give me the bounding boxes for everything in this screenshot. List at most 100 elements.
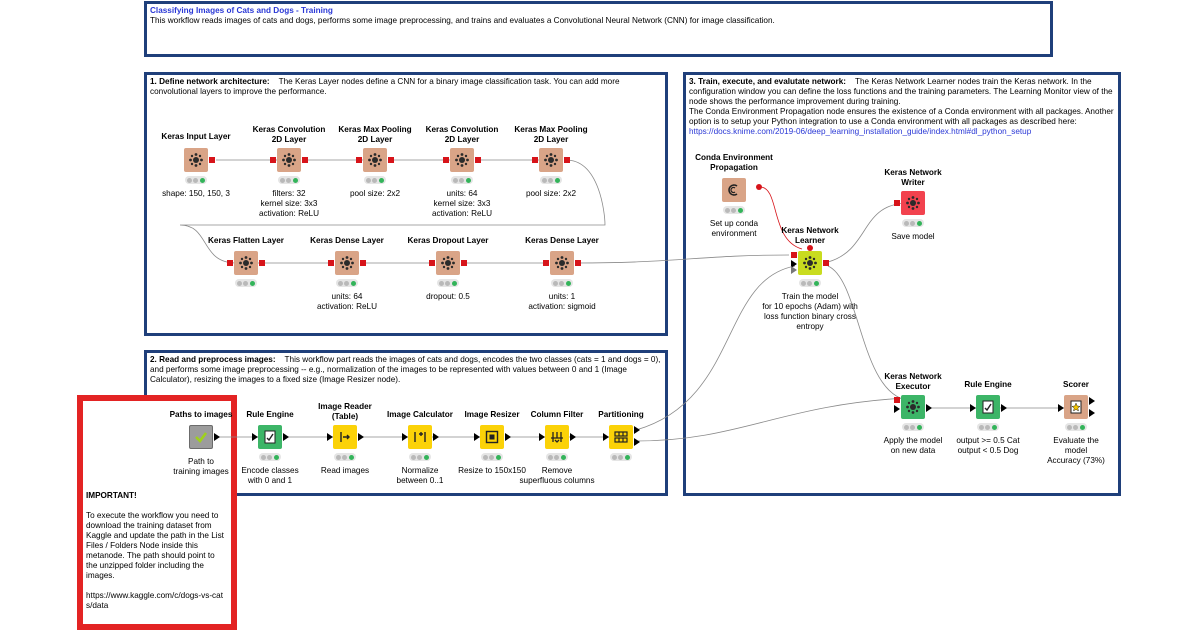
model-input-port[interactable]: [894, 397, 900, 403]
validation-data-input-port[interactable]: [791, 266, 797, 274]
section3-text2: The Conda Environment Propagation node e…: [689, 107, 1114, 126]
output-port[interactable]: [575, 260, 581, 266]
node-description: output >= 0.5 Cat output < 0.5 Dog: [956, 436, 1020, 455]
input-port[interactable]: [539, 433, 545, 441]
node-name: Keras Convolution 2D Layer: [252, 125, 326, 144]
output-port[interactable]: [214, 433, 220, 441]
output-port[interactable]: [505, 433, 511, 441]
node-name: Column Filter: [530, 410, 584, 419]
node-name: Conda Environment Propagation: [695, 153, 773, 172]
status-traffic-light: [278, 176, 300, 184]
input-port[interactable]: [328, 260, 334, 266]
conda-icon: [722, 178, 746, 202]
workflow-description: This workflow reads images of cats and d…: [150, 16, 775, 25]
node-description: Resize to 150x150: [458, 466, 526, 475]
keras-learner-icon: [798, 251, 822, 275]
important-url[interactable]: https://www.kaggle.com/c/dogs-vs-cats/da…: [86, 591, 223, 610]
output-port[interactable]: [926, 404, 932, 412]
node-description: units: 64 activation: ReLU: [316, 292, 378, 311]
node-name: Keras Network Learner: [781, 226, 839, 245]
output-port[interactable]: [564, 157, 570, 163]
status-traffic-light: [1065, 423, 1087, 431]
node-description: Train the model for 10 epochs (Adam) wit…: [762, 292, 858, 331]
node-name: Keras Dropout Layer: [407, 236, 489, 245]
output-port[interactable]: [209, 157, 215, 163]
rule-engine-icon: [258, 425, 282, 449]
section3-link[interactable]: https://docs.knime.com/2019-06/deep_lear…: [689, 127, 1032, 136]
input-port[interactable]: [532, 157, 538, 163]
input-port[interactable]: [970, 404, 976, 412]
flow-variable-input-port[interactable]: [807, 245, 813, 251]
input-port[interactable]: [227, 260, 233, 266]
wire-partition-executor: [635, 397, 907, 442]
node-name: Paths to images: [169, 410, 233, 419]
input-port[interactable]: [1058, 404, 1064, 412]
model-input-port[interactable]: [791, 252, 797, 258]
output-port-2[interactable]: [1089, 409, 1095, 417]
workflow-title-annotation: Classifying Images of Cats and Dogs - Tr…: [144, 1, 1053, 57]
input-port[interactable]: [270, 157, 276, 163]
output-port[interactable]: [823, 260, 829, 266]
status-traffic-light: [235, 279, 257, 287]
status-traffic-light: [481, 453, 503, 461]
output-port[interactable]: [358, 433, 364, 441]
output-port[interactable]: [1001, 404, 1007, 412]
section2-text: This workflow part reads the images of c…: [150, 355, 661, 384]
node-description: Encode classes with 0 and 1: [241, 466, 299, 485]
output-port[interactable]: [388, 157, 394, 163]
status-traffic-light: [185, 176, 207, 184]
output-port[interactable]: [283, 433, 289, 441]
node-name: Keras Dense Layer: [525, 236, 599, 245]
section1-annotation: 1. Define network architecture: The Kera…: [144, 72, 668, 336]
input-port[interactable]: [327, 433, 333, 441]
input-port[interactable]: [252, 433, 258, 441]
status-traffic-light: [799, 279, 821, 287]
node-name: Image Calculator: [387, 410, 453, 419]
node-name: Rule Engine: [246, 410, 294, 419]
image-calculator-icon: [408, 425, 432, 449]
node-description: Save model: [891, 232, 935, 241]
input-port[interactable]: [543, 260, 549, 266]
status-traffic-light: [546, 453, 568, 461]
metanode-icon: [189, 425, 213, 449]
status-traffic-light: [551, 279, 573, 287]
node-name: Image Reader (Table): [318, 402, 372, 421]
input-port[interactable]: [429, 260, 435, 266]
column-filter-icon: [545, 425, 569, 449]
node-description: pool size: 2x2: [525, 189, 577, 198]
input-port[interactable]: [402, 433, 408, 441]
output-port[interactable]: [433, 433, 439, 441]
input-port[interactable]: [356, 157, 362, 163]
flow-variable-port[interactable]: [756, 184, 762, 190]
output-port[interactable]: [259, 260, 265, 266]
node-name: Partitioning: [598, 410, 644, 419]
section1-text: The Keras Layer nodes define a CNN for a…: [150, 77, 620, 96]
output-port-1[interactable]: [1089, 397, 1095, 405]
output-port[interactable]: [475, 157, 481, 163]
training-data-input-port[interactable]: [791, 260, 797, 268]
wire-pool2-flatten: [179, 159, 606, 264]
node-name: Keras Network Executor: [884, 372, 942, 391]
output-port[interactable]: [461, 260, 467, 266]
rule-engine-icon: [976, 395, 1000, 419]
wire-partition-learner: [635, 265, 796, 431]
node-name: Rule Engine: [964, 380, 1012, 389]
status-traffic-light: [451, 176, 473, 184]
output-port[interactable]: [302, 157, 308, 163]
input-port[interactable]: [474, 433, 480, 441]
image-resizer-icon: [480, 425, 504, 449]
output-port[interactable]: [360, 260, 366, 266]
input-port[interactable]: [443, 157, 449, 163]
keras-writer-icon: [901, 191, 925, 215]
output-port-2[interactable]: [634, 438, 640, 446]
node-name: Keras Input Layer: [161, 132, 231, 141]
output-port[interactable]: [570, 433, 576, 441]
input-port[interactable]: [603, 433, 609, 441]
input-port[interactable]: [894, 200, 900, 206]
output-port-1[interactable]: [634, 426, 640, 434]
data-input-port[interactable]: [894, 405, 900, 413]
status-traffic-light: [902, 423, 924, 431]
status-traffic-light: [259, 453, 281, 461]
important-heading: IMPORTANT!: [86, 491, 137, 500]
node-description: Remove superfluous columns: [519, 466, 595, 485]
